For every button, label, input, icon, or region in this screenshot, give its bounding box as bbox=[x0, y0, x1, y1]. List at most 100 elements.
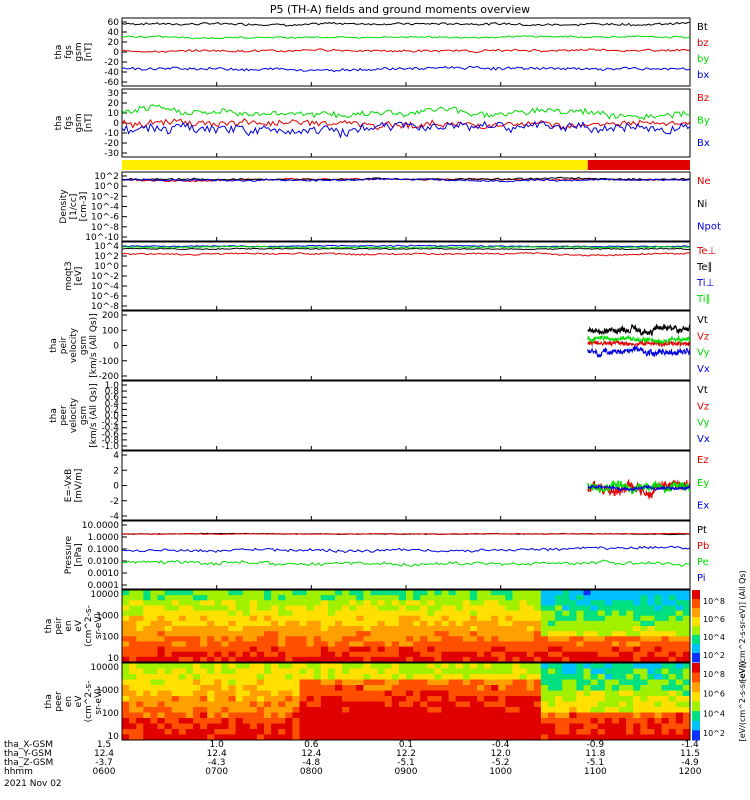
colorbar-segment bbox=[692, 635, 700, 645]
spectrogram-cell bbox=[242, 668, 251, 675]
spectrogram-cell bbox=[654, 690, 663, 697]
spectrogram-cell bbox=[342, 626, 350, 632]
spectrogram-cell bbox=[597, 626, 606, 632]
spectrogram-cell bbox=[342, 620, 350, 627]
spectrogram-cell bbox=[668, 701, 677, 708]
spectrogram-cell bbox=[384, 595, 393, 601]
x-row-value: 0600 bbox=[93, 767, 116, 777]
spectrogram-cell bbox=[441, 729, 450, 735]
spectrogram-cell bbox=[675, 636, 684, 642]
y-axis-label: [1/cc] bbox=[69, 194, 79, 220]
spectrogram-cell bbox=[327, 656, 336, 662]
spectrogram-cell bbox=[647, 595, 655, 601]
legend-entry: Vt bbox=[697, 385, 708, 396]
spectrogram-cell bbox=[491, 696, 499, 702]
spectrogram-cell bbox=[406, 595, 414, 601]
spectrogram-cell bbox=[540, 595, 549, 601]
spectrogram-cell bbox=[406, 729, 414, 735]
date-label: 2021 Nov 02 bbox=[4, 779, 62, 789]
spectrogram-cell bbox=[150, 679, 158, 686]
spectrogram-cell bbox=[370, 600, 379, 606]
y-tick-label: -200 bbox=[99, 372, 120, 382]
spectrogram-cell bbox=[413, 729, 421, 735]
spectrogram-cell bbox=[285, 636, 293, 642]
colorbar-segment bbox=[692, 617, 700, 627]
spectrogram-cell bbox=[136, 701, 144, 708]
spectrogram-cell bbox=[143, 734, 151, 740]
spectrogram-cell bbox=[349, 668, 357, 675]
spectrogram-cell bbox=[178, 651, 187, 658]
spectrogram-cell bbox=[200, 718, 208, 724]
spectrogram-cell bbox=[143, 718, 151, 724]
spectrogram-cell bbox=[540, 679, 549, 686]
spectrogram-cell bbox=[306, 656, 315, 662]
spectrogram-cell bbox=[249, 729, 258, 735]
spectrogram-cell bbox=[576, 615, 584, 622]
spectrogram-cell bbox=[519, 712, 528, 719]
spectrogram-cell bbox=[278, 615, 286, 622]
spectrogram-cell bbox=[633, 701, 641, 708]
spectrogram-cell bbox=[398, 605, 407, 612]
spectrogram-cell bbox=[682, 641, 690, 648]
spectrogram-cell bbox=[441, 685, 450, 691]
spectrogram-cell bbox=[647, 615, 655, 622]
spectrogram-cell bbox=[349, 674, 357, 680]
colorbar-segment bbox=[692, 626, 700, 636]
spectrogram-cell bbox=[327, 696, 336, 702]
spectrogram-cell bbox=[377, 620, 386, 627]
spectrogram-cell bbox=[143, 656, 151, 662]
spectrogram-cell bbox=[455, 626, 464, 632]
spectrogram-cell bbox=[441, 595, 450, 601]
spectrogram-cell bbox=[576, 707, 584, 713]
spectrogram-cell bbox=[271, 734, 279, 740]
spectrogram-cell bbox=[413, 636, 421, 642]
spectrogram-cell bbox=[292, 734, 300, 740]
spectrogram-cell bbox=[540, 701, 549, 708]
spectrogram-cell bbox=[441, 712, 450, 719]
spectrogram-cell bbox=[533, 707, 542, 713]
spectrogram-cell bbox=[398, 701, 407, 708]
spectrogram-cell bbox=[498, 605, 506, 612]
spectrogram-cell bbox=[654, 651, 663, 658]
spectrogram-cell bbox=[377, 707, 386, 713]
spectrogram-cell bbox=[441, 663, 450, 669]
spectrogram-cell bbox=[619, 636, 627, 642]
spectrogram-cell bbox=[441, 674, 450, 680]
spectrogram-cell bbox=[441, 690, 450, 697]
spectrogram-cell bbox=[370, 641, 379, 648]
y-axis-label: Pressure bbox=[64, 535, 74, 574]
spectrogram-cell bbox=[398, 610, 407, 617]
spectrogram-cell bbox=[320, 679, 329, 686]
spectrogram-cell bbox=[327, 631, 336, 637]
spectrogram-cell bbox=[455, 605, 464, 612]
y-axis-label: [km/s (All Qs)] bbox=[89, 313, 99, 377]
spectrogram-cell bbox=[221, 595, 229, 601]
spectrogram-cell bbox=[349, 734, 357, 740]
spectrogram-cell bbox=[271, 641, 279, 648]
spectrogram-cell bbox=[611, 668, 620, 675]
spectrogram-cell bbox=[249, 663, 258, 669]
spectrogram-cell bbox=[626, 641, 634, 648]
spectrogram-cell bbox=[185, 605, 194, 612]
spectrogram-cell bbox=[391, 690, 400, 697]
spectrogram-cell bbox=[370, 605, 379, 612]
colorbar: 10^810^610^410^2 [eV/(cm^2-s-sr-eV)] (All… bbox=[692, 570, 747, 682]
spectrogram-cell bbox=[363, 600, 371, 606]
spectrogram-cell bbox=[292, 631, 300, 637]
spectrogram-cell bbox=[413, 631, 421, 637]
spectrogram-cell bbox=[519, 734, 528, 740]
spectrogram-cell bbox=[214, 668, 222, 675]
spectrogram-cell bbox=[597, 641, 606, 648]
spectrogram-cell bbox=[320, 620, 329, 627]
spectrogram-cell bbox=[235, 723, 244, 730]
spectrogram-cell bbox=[157, 590, 166, 596]
spectrogram-cell bbox=[604, 701, 613, 708]
spectrogram-cell bbox=[626, 656, 634, 662]
spectrogram-cell bbox=[519, 679, 528, 686]
colorbar-segment bbox=[692, 599, 700, 609]
spectrogram-cell bbox=[675, 615, 684, 622]
spectrogram-cell bbox=[214, 646, 222, 653]
spectrogram-cell bbox=[455, 679, 464, 686]
spectrogram-cell bbox=[278, 663, 286, 669]
spectrogram-cell bbox=[526, 615, 535, 622]
